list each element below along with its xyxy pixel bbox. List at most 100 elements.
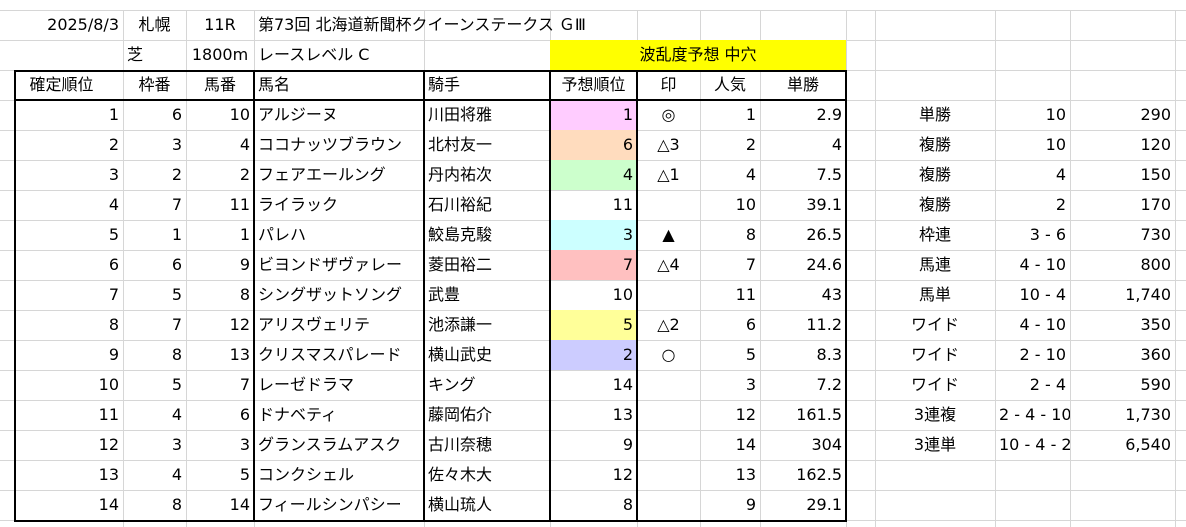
payout-amount[interactable]: 290 — [1140, 105, 1171, 124]
column-header[interactable]: 枠番 — [138, 75, 171, 94]
result-cell-jockey[interactable]: 佐々木大 — [428, 465, 493, 484]
payout-type[interactable]: 複勝 — [918, 165, 951, 184]
result-cell-pop[interactable]: 4 — [745, 165, 756, 184]
result-cell-uma[interactable]: 2 — [239, 165, 250, 184]
result-cell-pos[interactable]: 5 — [108, 225, 119, 244]
race-level[interactable]: レースレベル C — [258, 45, 370, 64]
result-cell-mark[interactable] — [637, 280, 700, 310]
payout-combination[interactable]: 4 - 10 — [1019, 255, 1066, 274]
result-cell-pred[interactable]: 14 — [612, 375, 633, 394]
result-cell-uma[interactable]: 13 — [229, 345, 250, 364]
result-cell-mark[interactable] — [637, 400, 700, 430]
payout-type[interactable]: ワイド — [910, 375, 959, 394]
result-cell-waku[interactable]: 5 — [171, 285, 182, 304]
payout-type[interactable]: 複勝 — [918, 135, 951, 154]
result-cell-pos[interactable]: 6 — [108, 255, 119, 274]
result-cell-pred[interactable]: 6 — [550, 130, 637, 160]
result-cell-pos[interactable]: 3 — [108, 165, 119, 184]
result-cell-pred[interactable]: 3 — [550, 220, 637, 250]
result-cell-pop[interactable]: 14 — [735, 435, 756, 454]
payout-combination[interactable]: 4 - 10 — [1019, 315, 1066, 334]
result-cell-mark[interactable] — [637, 190, 700, 220]
result-cell-pred[interactable]: 11 — [612, 195, 633, 214]
result-cell-jockey[interactable]: 藤岡佑介 — [428, 405, 493, 424]
payout-combination[interactable]: 2 - 4 - 10 — [999, 405, 1070, 424]
result-cell-odds[interactable]: 39.1 — [806, 195, 842, 214]
result-cell-mark[interactable]: △4 — [657, 255, 680, 274]
payout-amount[interactable]: 150 — [1140, 165, 1171, 184]
result-cell-odds[interactable]: 161.5 — [796, 405, 842, 424]
result-cell-pred[interactable]: 10 — [612, 285, 633, 304]
result-cell-name[interactable]: フェアエールング — [258, 165, 386, 184]
result-cell-name[interactable]: グランスラムアスク — [258, 435, 402, 454]
result-cell-jockey[interactable]: 横山琉人 — [428, 495, 493, 514]
payout-amount[interactable]: 170 — [1140, 195, 1171, 214]
result-cell-pos[interactable]: 14 — [98, 495, 119, 514]
payout-combination[interactable]: 10 — [1045, 135, 1066, 154]
result-cell-pred[interactable]: 2 — [550, 340, 637, 370]
payout-combination[interactable]: 10 - 4 - 2 — [999, 435, 1070, 454]
payout-type[interactable]: 単勝 — [918, 105, 951, 124]
result-cell-name[interactable]: パレハ — [258, 225, 307, 244]
payout-combination[interactable]: 2 - 10 — [1019, 345, 1066, 364]
result-cell-waku[interactable]: 7 — [171, 195, 182, 214]
result-cell-name[interactable]: アリスヴェリテ — [258, 315, 371, 334]
result-cell-mark[interactable]: △3 — [657, 135, 680, 154]
result-cell-pos[interactable]: 8 — [108, 315, 119, 334]
result-cell-pop[interactable]: 1 — [745, 105, 756, 124]
result-cell-mark[interactable]: ◎ — [661, 105, 676, 124]
result-cell-jockey[interactable]: キング — [428, 375, 476, 394]
result-cell-pop[interactable]: 10 — [735, 195, 756, 214]
result-cell-uma[interactable]: 6 — [239, 405, 250, 424]
result-cell-odds[interactable]: 11.2 — [806, 315, 842, 334]
result-cell-pos[interactable]: 1 — [108, 105, 119, 124]
result-cell-name[interactable]: コンクシェル — [258, 465, 355, 484]
result-cell-odds[interactable]: 304 — [811, 435, 842, 454]
result-cell-pop[interactable]: 3 — [745, 375, 756, 394]
column-header[interactable]: 予想順位 — [561, 75, 626, 94]
result-cell-odds[interactable]: 26.5 — [806, 225, 842, 244]
result-cell-name[interactable]: ライラック — [258, 195, 339, 214]
payout-amount[interactable]: 800 — [1140, 255, 1171, 274]
result-cell-uma[interactable]: 1 — [239, 225, 250, 244]
payout-type[interactable]: 馬単 — [918, 285, 951, 304]
result-cell-uma[interactable]: 12 — [229, 315, 250, 334]
result-cell-jockey[interactable]: 丹内祐次 — [428, 165, 493, 184]
result-cell-pop[interactable]: 11 — [735, 285, 756, 304]
result-cell-odds[interactable]: 4 — [831, 135, 842, 154]
result-cell-pos[interactable]: 13 — [98, 465, 119, 484]
result-cell-name[interactable]: アルジーヌ — [258, 105, 338, 124]
payout-type[interactable]: 枠連 — [918, 225, 951, 244]
result-cell-jockey[interactable]: 川田将雅 — [428, 105, 493, 124]
result-cell-mark[interactable] — [637, 430, 700, 460]
result-cell-uma[interactable]: 8 — [239, 285, 250, 304]
payout-combination[interactable]: 4 — [1055, 165, 1066, 184]
result-cell-uma[interactable]: 9 — [239, 255, 250, 274]
result-cell-jockey[interactable]: 北村友一 — [428, 135, 493, 154]
result-cell-odds[interactable]: 162.5 — [796, 465, 842, 484]
result-cell-pop[interactable]: 13 — [735, 465, 756, 484]
payout-amount[interactable]: 590 — [1140, 375, 1171, 394]
result-cell-uma[interactable]: 3 — [239, 435, 250, 454]
result-cell-mark[interactable]: ▲ — [662, 225, 675, 244]
result-cell-mark[interactable]: △2 — [657, 315, 680, 334]
column-header[interactable]: 単勝 — [786, 75, 819, 94]
result-cell-waku[interactable]: 4 — [171, 465, 182, 484]
result-cell-name[interactable]: クリスマスパレード — [258, 345, 402, 364]
result-cell-odds[interactable]: 24.6 — [806, 255, 842, 274]
result-cell-odds[interactable]: 43 — [821, 285, 842, 304]
result-cell-odds[interactable]: 7.5 — [816, 165, 842, 184]
result-cell-odds[interactable]: 29.1 — [806, 495, 842, 514]
payout-amount[interactable]: 350 — [1140, 315, 1171, 334]
result-cell-name[interactable]: フィールシンパシー — [258, 495, 402, 514]
race-date[interactable]: 2025/8/3 — [47, 15, 119, 34]
result-cell-pop[interactable]: 2 — [745, 135, 756, 154]
payout-combination[interactable]: 3 - 6 — [1029, 225, 1066, 244]
payout-combination[interactable]: 10 - 4 — [1019, 285, 1066, 304]
result-cell-pop[interactable]: 5 — [745, 345, 756, 364]
result-cell-waku[interactable]: 3 — [171, 435, 182, 454]
race-surface[interactable]: 芝 — [127, 45, 144, 64]
payout-amount[interactable]: 120 — [1140, 135, 1171, 154]
payout-amount[interactable]: 1,730 — [1125, 405, 1171, 424]
column-header[interactable]: 馬名 — [258, 75, 291, 94]
